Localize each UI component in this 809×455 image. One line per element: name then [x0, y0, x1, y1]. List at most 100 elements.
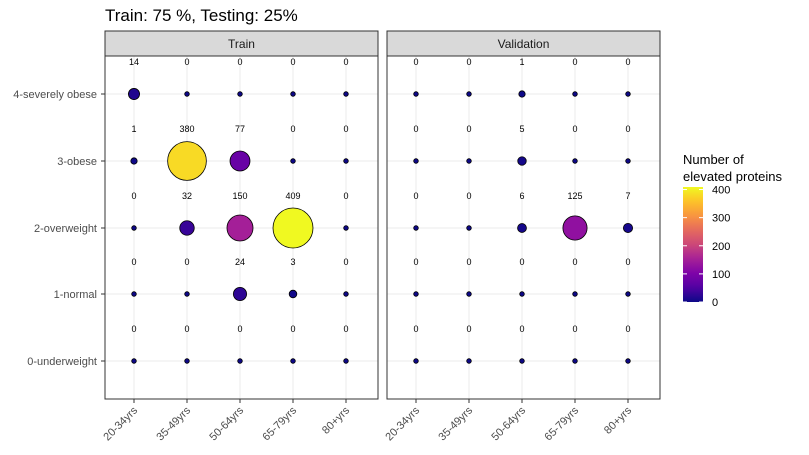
data-label: 1: [519, 57, 524, 67]
data-point: [131, 358, 137, 364]
data-label: 0: [519, 324, 524, 334]
x-tick-label: 35-49yrs: [436, 404, 475, 443]
data-point: [518, 90, 526, 98]
data-point: [622, 222, 634, 234]
data-point: [343, 158, 349, 164]
data-label: 0: [466, 191, 471, 201]
data-point: [237, 91, 243, 97]
data-label: 0: [184, 257, 189, 267]
data-point: [466, 358, 472, 364]
data-point: [519, 291, 525, 297]
data-point: [128, 88, 140, 100]
data-point: [466, 91, 472, 97]
data-point: [625, 358, 631, 364]
data-label: 0: [466, 124, 471, 134]
data-label: 0: [237, 324, 242, 334]
x-tick-label: 80+yrs: [320, 404, 352, 436]
data-label: 0: [413, 124, 418, 134]
data-label: 0: [413, 57, 418, 67]
legend-tick-label: 400: [712, 185, 730, 197]
data-point: [131, 291, 137, 297]
x-tick-label: 65-79yrs: [260, 404, 299, 443]
data-label: 0: [519, 257, 524, 267]
data-point: [519, 358, 525, 364]
data-label: 0: [413, 257, 418, 267]
data-point: [625, 291, 631, 297]
data-point: [343, 358, 349, 364]
data-label: 14: [129, 57, 139, 67]
data-point: [184, 358, 190, 364]
data-point: [413, 291, 419, 297]
y-tick-label: 1-normal: [54, 289, 97, 301]
data-point: [562, 215, 588, 241]
data-point: [413, 358, 419, 364]
data-point: [413, 91, 419, 97]
data-point: [288, 289, 298, 299]
data-label: 32: [182, 191, 192, 201]
data-label: 6: [519, 191, 524, 201]
x-tick-label: 50-64yrs: [489, 404, 528, 443]
data-label: 380: [179, 124, 194, 134]
panel-border: [386, 55, 661, 400]
data-label: 77: [235, 124, 245, 134]
legend-tick-label: 200: [712, 241, 730, 253]
legend-tick-label: 100: [712, 269, 730, 281]
data-point: [413, 158, 419, 164]
data-point: [625, 91, 631, 97]
data-point: [179, 220, 195, 236]
data-point: [413, 225, 419, 231]
data-label: 0: [290, 324, 295, 334]
y-tick-label: 2-overweight: [34, 223, 97, 235]
data-label: 0: [572, 257, 577, 267]
data-label: 0: [343, 191, 348, 201]
legend-tick-label: 300: [712, 213, 730, 225]
data-label: 0: [466, 324, 471, 334]
data-label: 7: [625, 191, 630, 201]
facet-strip: [104, 30, 379, 57]
data-label: 125: [567, 191, 582, 201]
data-point: [290, 358, 296, 364]
data-label: 0: [572, 324, 577, 334]
data-point: [517, 156, 527, 166]
data-point: [343, 91, 349, 97]
x-tick-label: 35-49yrs: [154, 404, 193, 443]
legend-tick-label: 0: [712, 297, 718, 309]
facet-strip-label: Train: [228, 37, 255, 51]
data-label: 5: [519, 124, 524, 134]
data-point: [466, 225, 472, 231]
data-label: 0: [572, 57, 577, 67]
data-label: 0: [290, 57, 295, 67]
facet-strip: [386, 30, 661, 57]
data-label: 150: [232, 191, 247, 201]
data-label: 0: [625, 257, 630, 267]
data-label: 0: [413, 191, 418, 201]
data-point: [272, 207, 314, 249]
data-point: [184, 291, 190, 297]
data-label: 0: [625, 57, 630, 67]
data-label: 409: [285, 191, 300, 201]
x-tick-label: 80+yrs: [602, 404, 634, 436]
data-point: [229, 150, 251, 172]
data-point: [290, 91, 296, 97]
x-tick-label: 65-79yrs: [542, 404, 581, 443]
data-point: [167, 141, 207, 181]
data-point: [572, 291, 578, 297]
legend: Number of elevated proteins 0 100 200 300 40…: [683, 152, 783, 309]
x-tick-label: 20-34yrs: [101, 404, 140, 443]
data-point: [572, 158, 578, 164]
data-label: 0: [343, 124, 348, 134]
data-label: 1: [131, 124, 136, 134]
legend-title-line1: Number of: [683, 152, 744, 167]
data-label: 0: [131, 191, 136, 201]
data-point: [290, 158, 296, 164]
data-label: 0: [343, 257, 348, 267]
data-label: 0: [572, 124, 577, 134]
data-label: 0: [184, 57, 189, 67]
data-label: 0: [184, 324, 189, 334]
x-tick-label: 50-64yrs: [207, 404, 246, 443]
y-axis: 0-underweight 1-normal 2-overweight 3-obese…: [13, 89, 105, 368]
y-tick-label: 4-severely obese: [13, 89, 97, 101]
data-label: 0: [343, 324, 348, 334]
